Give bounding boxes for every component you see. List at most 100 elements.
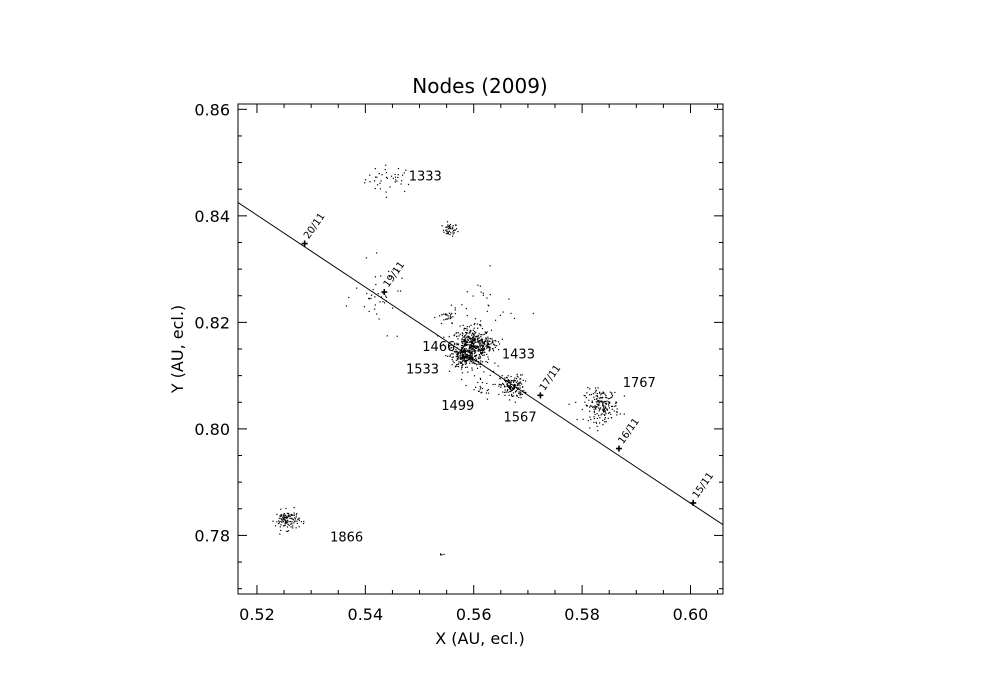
- data-point: [466, 356, 468, 358]
- data-point: [272, 520, 274, 522]
- data-point: [464, 339, 466, 341]
- data-point: [441, 314, 443, 316]
- data-point: [510, 389, 513, 391]
- data-point: [599, 391, 601, 393]
- data-point: [288, 521, 290, 523]
- data-point: [602, 403, 604, 405]
- data-point: [605, 396, 607, 399]
- data-point: [465, 343, 467, 345]
- data-point: [472, 333, 474, 335]
- data-point: [461, 344, 464, 346]
- data-point: [477, 335, 480, 337]
- data-point: [472, 346, 474, 348]
- data-point: [459, 352, 462, 355]
- data-point: [604, 393, 606, 395]
- data-point: [478, 341, 480, 343]
- data-point: [466, 341, 468, 343]
- cluster-label: 1433: [502, 347, 535, 362]
- data-point: [478, 361, 480, 363]
- data-point: [489, 374, 491, 377]
- data-point: [598, 403, 600, 405]
- data-point: [466, 326, 468, 328]
- data-point: [469, 362, 471, 364]
- data-point: [594, 413, 596, 416]
- data-point: [523, 390, 525, 392]
- data-point: [280, 508, 282, 510]
- data-point: [524, 380, 527, 382]
- data-point: [489, 293, 491, 296]
- data-point: [286, 520, 288, 522]
- data-point: [477, 349, 479, 351]
- data-point: [492, 348, 494, 350]
- data-point: [449, 348, 451, 350]
- data-point: [488, 340, 490, 342]
- data-point: [475, 354, 477, 356]
- data-point: [469, 356, 471, 359]
- data-point: [598, 410, 600, 412]
- data-point: [506, 390, 508, 392]
- data-point: [505, 376, 508, 379]
- data-point: [372, 288, 374, 291]
- data-point: [477, 336, 479, 338]
- data-point: [480, 349, 482, 351]
- data-point: [479, 385, 481, 388]
- data-point: [482, 352, 484, 354]
- data-point: [471, 344, 473, 347]
- data-point: [482, 342, 484, 344]
- x-axis-title: X (AU, ecl.): [435, 629, 525, 648]
- data-point: [489, 347, 491, 349]
- data-point: [607, 417, 609, 419]
- data-point: [489, 349, 491, 352]
- data-point: [479, 343, 481, 345]
- data-point: [492, 350, 495, 352]
- data-point: [455, 359, 457, 361]
- data-point: [286, 526, 289, 528]
- data-point: [492, 340, 494, 343]
- data-point: [597, 399, 600, 402]
- data-point: [477, 327, 479, 329]
- data-point: [600, 400, 602, 402]
- data-point: [396, 269, 399, 271]
- data-point: [474, 340, 476, 342]
- y-tick-label: 0.78: [194, 526, 230, 545]
- data-point: [470, 355, 473, 357]
- data-point: [472, 343, 475, 345]
- data-point: [386, 335, 388, 337]
- data-point: [284, 522, 286, 524]
- data-point: [486, 389, 488, 392]
- data-point: [442, 313, 444, 315]
- data-point: [592, 406, 594, 408]
- data-point: [457, 230, 459, 233]
- data-point: [480, 352, 482, 354]
- data-point: [469, 340, 472, 342]
- data-point: [463, 359, 465, 361]
- data-point: [604, 402, 607, 404]
- data-point: [456, 353, 458, 356]
- data-point: [485, 338, 487, 340]
- data-point: [474, 362, 476, 365]
- data-point: [379, 301, 381, 303]
- data-point: [502, 382, 504, 385]
- data-point: [593, 417, 596, 420]
- data-point: [473, 338, 475, 340]
- data-point: [518, 392, 520, 395]
- data-point: [475, 336, 478, 338]
- data-point: [381, 174, 383, 176]
- data-point: [489, 265, 491, 267]
- scatter-points: [272, 164, 626, 556]
- data-point: [507, 375, 509, 377]
- data-point: [462, 355, 464, 357]
- data-point: [469, 349, 471, 351]
- data-point: [385, 196, 388, 198]
- data-point: [465, 366, 467, 369]
- data-point: [519, 387, 521, 389]
- data-point: [374, 276, 377, 278]
- data-point: [280, 514, 283, 516]
- data-point: [616, 408, 618, 410]
- data-point: [479, 356, 482, 358]
- data-point: [599, 400, 601, 402]
- data-point: [478, 344, 481, 346]
- cluster-label: 1866: [330, 530, 363, 545]
- data-point: [615, 405, 617, 407]
- data-point: [594, 387, 597, 389]
